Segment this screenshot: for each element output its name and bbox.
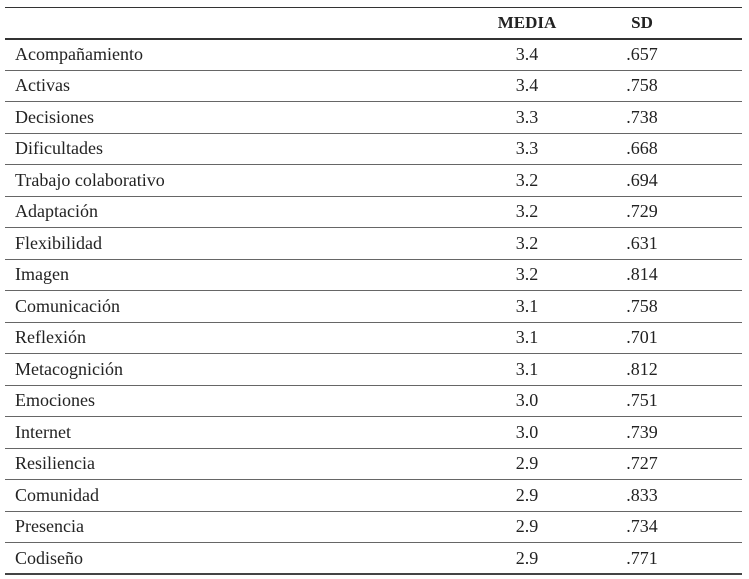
- row-name: Acompañamiento: [5, 38, 467, 71]
- table-row: Comunidad 2.9.833: [5, 479, 742, 512]
- row-sd: .734: [587, 511, 742, 543]
- row-name: Emociones: [5, 385, 467, 417]
- row-name: Imagen: [5, 259, 467, 291]
- table-row: Dificultades 3.3.668: [5, 133, 742, 165]
- row-sd: .771: [587, 542, 742, 575]
- table-row: Presencia 2.9.734: [5, 511, 742, 543]
- row-name: Reflexión: [5, 322, 467, 354]
- row-media: 3.0: [467, 385, 587, 417]
- row-name: Comunidad: [5, 479, 467, 512]
- row-name: Comunicación: [5, 290, 467, 323]
- row-media: 2.9: [467, 448, 587, 480]
- row-name: Presencia: [5, 511, 467, 543]
- row-media: 2.9: [467, 542, 587, 575]
- header-media: MEDIA: [467, 7, 587, 40]
- table-row: Metacognición 3.1.812: [5, 353, 742, 386]
- row-sd: .738: [587, 101, 742, 134]
- row-media: 2.9: [467, 479, 587, 512]
- table-row: Resiliencia 2.9.727: [5, 448, 742, 480]
- table-row: Imagen 3.2.814: [5, 259, 742, 291]
- table-row: Activas 3.4.758: [5, 70, 742, 102]
- row-name: Flexibilidad: [5, 227, 467, 260]
- row-name: Internet: [5, 416, 467, 449]
- row-sd: .694: [587, 164, 742, 197]
- row-name: Adaptación: [5, 196, 467, 228]
- table-row: Codiseño 2.9.771: [5, 542, 742, 575]
- row-media: 3.3: [467, 133, 587, 165]
- row-media: 3.2: [467, 227, 587, 260]
- row-sd: .758: [587, 290, 742, 323]
- table-row: Emociones 3.0.751: [5, 385, 742, 417]
- row-media: 3.1: [467, 290, 587, 323]
- table-row: Acompañamiento 3.4.657: [5, 38, 742, 71]
- row-sd: .833: [587, 479, 742, 512]
- row-sd: .751: [587, 385, 742, 417]
- header-row: MEDIA SD: [5, 7, 742, 40]
- table-row: Comunicación 3.1.758: [5, 290, 742, 323]
- row-name: Metacognición: [5, 353, 467, 386]
- stats-table: MEDIA SD Acompañamiento 3.4.657 Activas 3.4…: [5, 7, 742, 575]
- table-row: Adaptación 3.2.729: [5, 196, 742, 228]
- row-sd: .739: [587, 416, 742, 449]
- row-media: 3.3: [467, 101, 587, 134]
- row-media: 3.1: [467, 322, 587, 354]
- row-sd: .701: [587, 322, 742, 354]
- table-row: Reflexión 3.1.701: [5, 322, 742, 354]
- row-name: Decisiones: [5, 101, 467, 134]
- row-sd: .631: [587, 227, 742, 260]
- row-media: 3.2: [467, 259, 587, 291]
- row-media: 3.1: [467, 353, 587, 386]
- header-name: [5, 7, 467, 40]
- row-sd: .729: [587, 196, 742, 228]
- row-sd: .814: [587, 259, 742, 291]
- table-row: Decisiones 3.3.738: [5, 101, 742, 134]
- table-row: Internet 3.0.739: [5, 416, 742, 449]
- table-body: Acompañamiento 3.4.657 Activas 3.4.758 Decis…: [5, 38, 742, 575]
- row-name: Trabajo colaborativo: [5, 164, 467, 197]
- row-sd: .758: [587, 70, 742, 102]
- row-sd: .657: [587, 38, 742, 71]
- row-media: 2.9: [467, 511, 587, 543]
- row-sd: .668: [587, 133, 742, 165]
- row-media: 3.4: [467, 38, 587, 71]
- table-row: Trabajo colaborativo 3.2.694: [5, 164, 742, 197]
- row-media: 3.2: [467, 196, 587, 228]
- row-name: Codiseño: [5, 542, 467, 575]
- row-media: 3.4: [467, 70, 587, 102]
- row-name: Dificultades: [5, 133, 467, 165]
- header-sd: SD: [587, 7, 742, 40]
- row-name: Resiliencia: [5, 448, 467, 480]
- table-row: Flexibilidad 3.2.631: [5, 227, 742, 260]
- row-sd: .812: [587, 353, 742, 386]
- row-name: Activas: [5, 70, 467, 102]
- row-media: 3.2: [467, 164, 587, 197]
- row-sd: .727: [587, 448, 742, 480]
- row-media: 3.0: [467, 416, 587, 449]
